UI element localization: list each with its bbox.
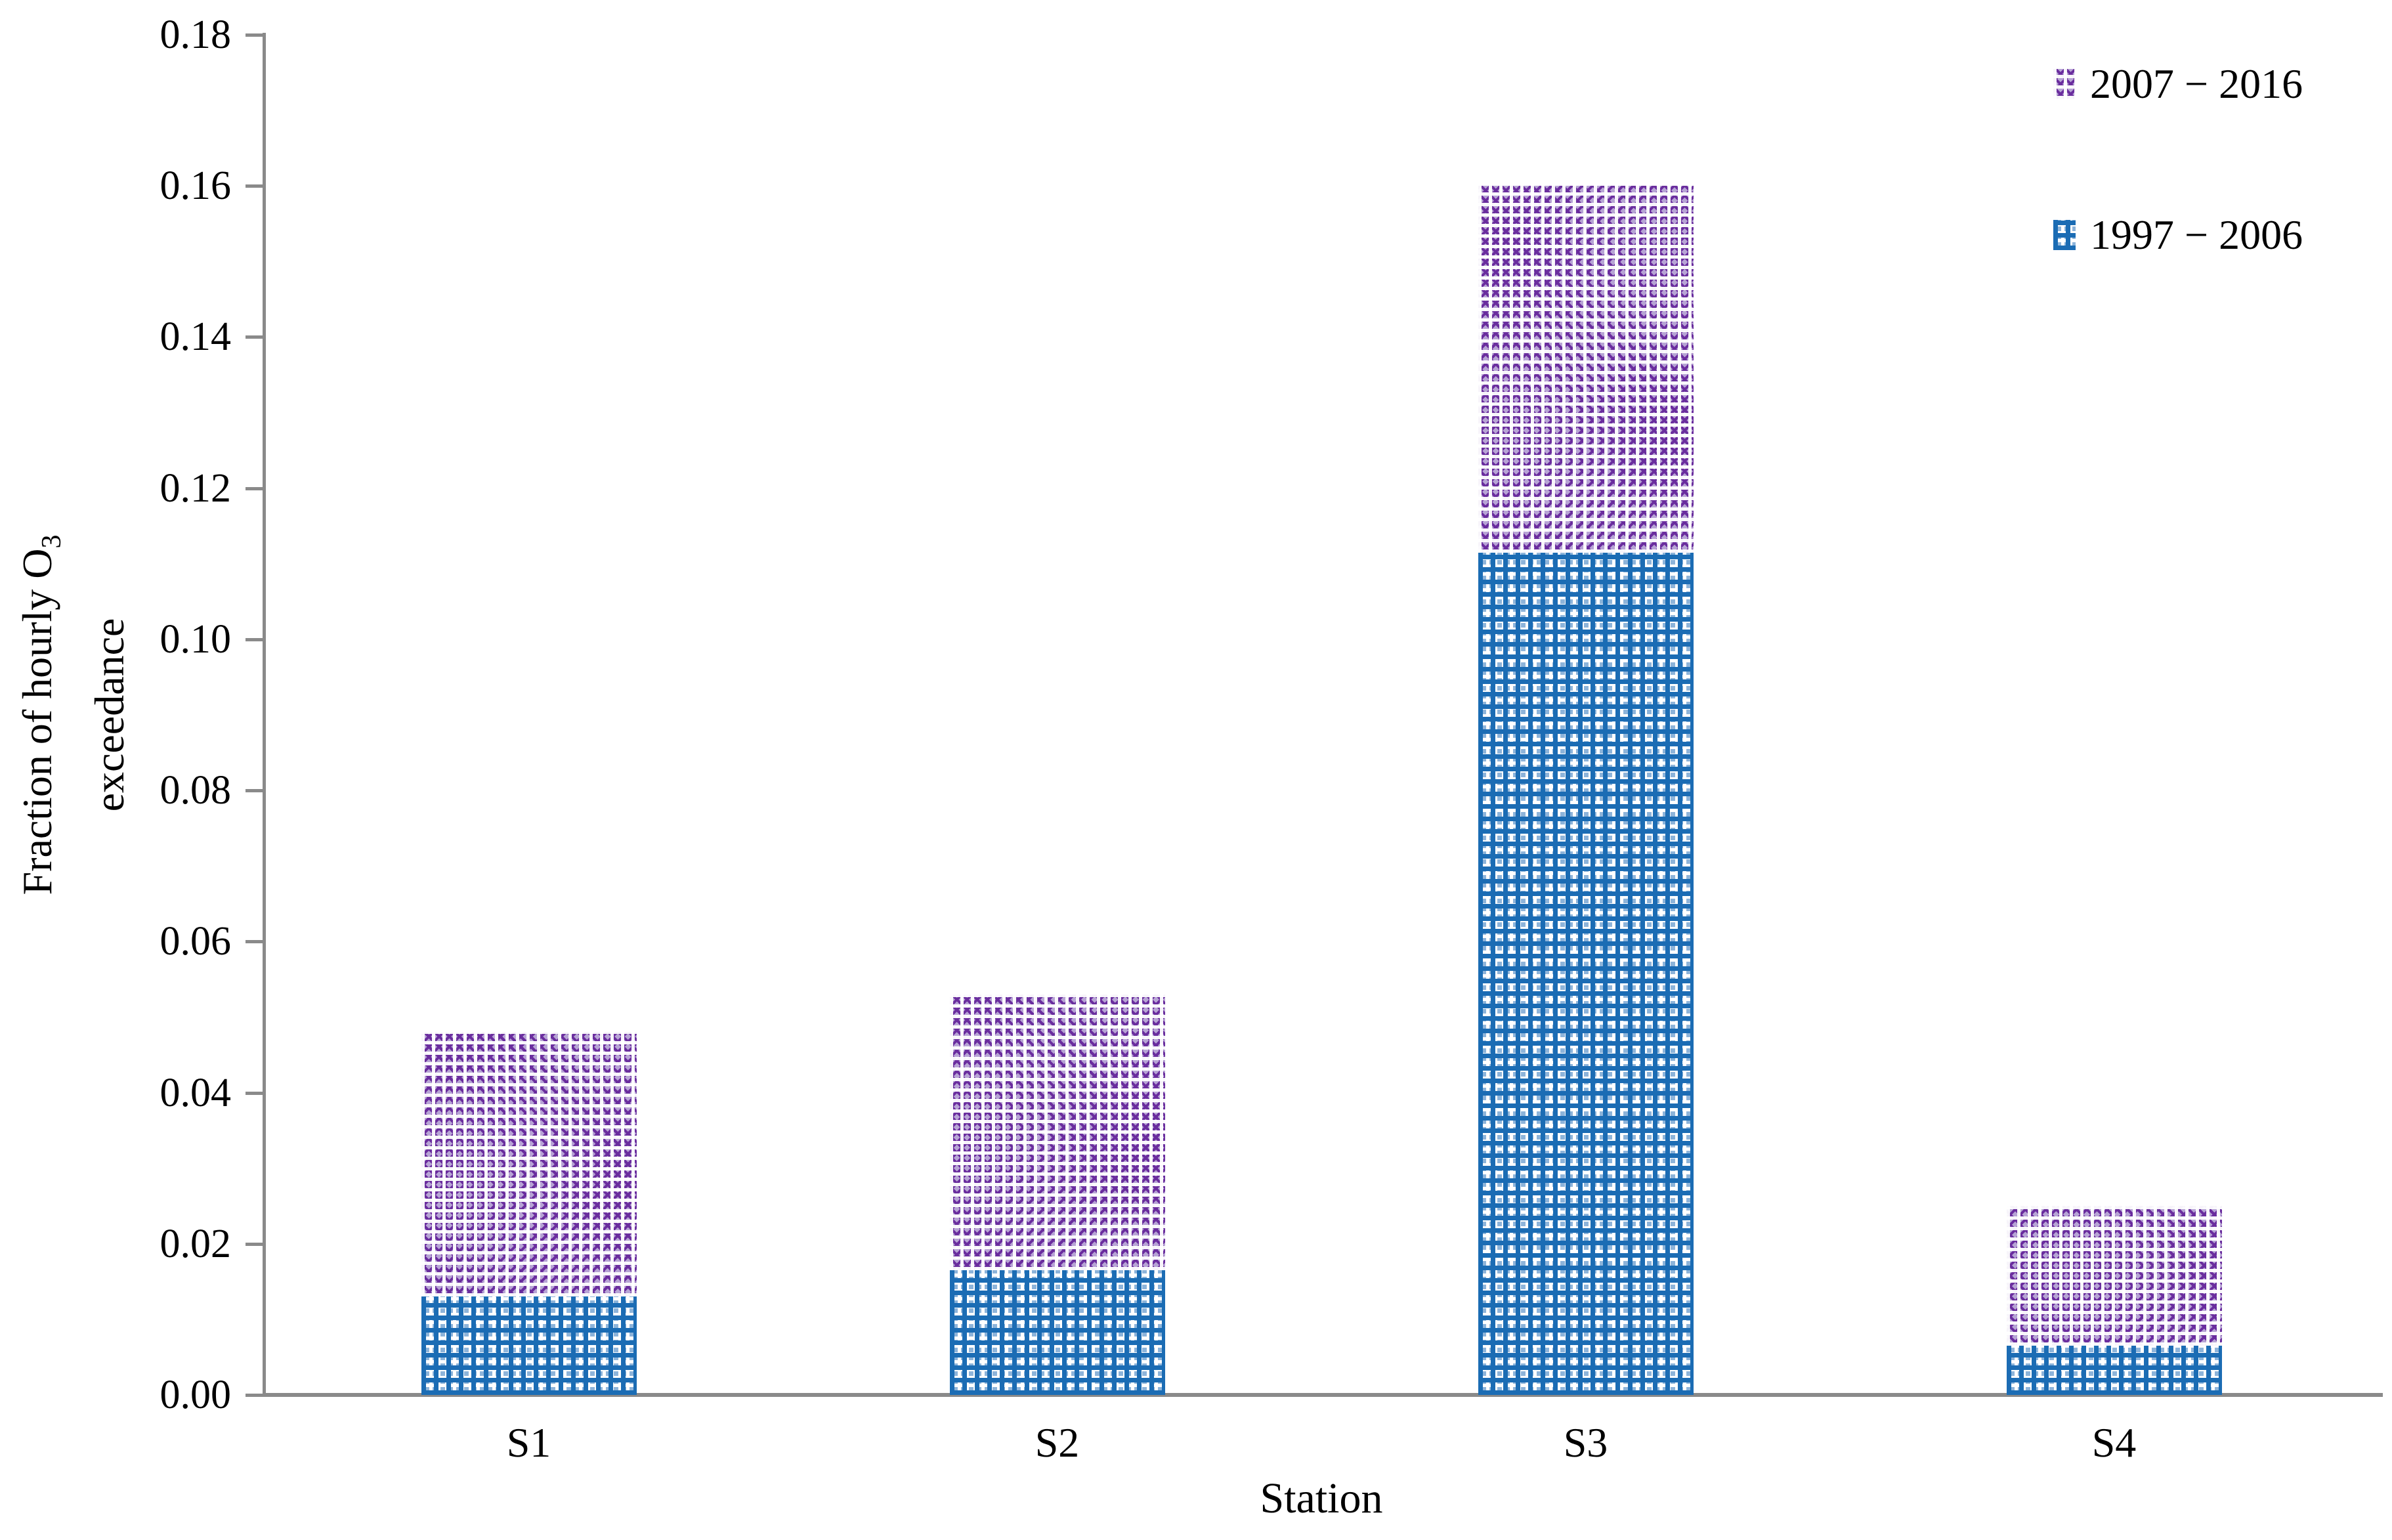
bar-segment-s4-purple-trellis (2006, 1206, 2222, 1346)
y-axis-title-subscript: 3 (36, 534, 67, 549)
bar-segment-s2-blue-weave (949, 1270, 1165, 1395)
y-tick-mark (246, 637, 263, 641)
legend-swatch-1997-2006 (2053, 220, 2076, 250)
y-tick-label: 0.14 (160, 314, 232, 360)
legend-item-2007-2016: 2007 − 2016 (2053, 60, 2303, 108)
y-tick-label: 0.16 (160, 163, 232, 209)
y-tick-mark (246, 1394, 263, 1397)
bar-segment-s2-purple-trellis (949, 994, 1165, 1271)
x-axis-line (263, 1393, 2383, 1397)
y-tick-mark (246, 940, 263, 944)
y-tick-label: 0.04 (160, 1070, 232, 1115)
legend-label-1997-2006: 1997 − 2006 (2090, 211, 2303, 258)
y-axis-title-line2: exceedance (85, 618, 133, 812)
y-axis-line (263, 33, 266, 1397)
y-tick-label: 0.10 (160, 616, 232, 662)
y-tick-label: 0.00 (160, 1373, 232, 1417)
bar-segment-s1-purple-trellis (421, 1032, 637, 1297)
legend: 2007 − 2016 1997 − 2006 (2053, 60, 2303, 259)
legend-label-2007-2016: 2007 − 2016 (2090, 60, 2303, 107)
y-axis-title: Fraction of hourly O3 exceedance (9, 140, 133, 1289)
y-tick-label: 0.18 (160, 12, 232, 57)
y-tick-mark (246, 1242, 263, 1246)
y-tick-label: 0.08 (160, 768, 232, 813)
y-tick-mark (246, 486, 263, 490)
legend-item-1997-2006: 1997 − 2006 (2053, 211, 2303, 259)
x-category-label-s3: S3 (1563, 1419, 1608, 1466)
y-tick-mark (246, 789, 263, 793)
x-category-label-s1: S1 (506, 1419, 551, 1466)
bar-segment-s3-purple-trellis (1478, 186, 1694, 553)
y-axis-title-line1: Fraction of hourly O (14, 548, 60, 895)
y-tick-mark (246, 335, 263, 339)
y-tick-label: 0.12 (160, 465, 232, 511)
y-tick-mark (246, 184, 263, 188)
bar-segment-s4-blue-weave (2006, 1346, 2222, 1395)
x-category-label-s4: S4 (2091, 1419, 2137, 1466)
y-tick-label: 0.06 (160, 919, 232, 964)
y-tick-mark (246, 33, 263, 37)
bar-segment-s3-blue-weave (1478, 552, 1694, 1395)
y-tick-mark (246, 1091, 263, 1095)
y-tick-label: 0.02 (160, 1221, 232, 1266)
x-axis-title: Station (1260, 1474, 1383, 1522)
x-category-label-s2: S2 (1035, 1419, 1080, 1466)
bar-segment-s1-blue-weave (421, 1296, 637, 1395)
legend-swatch-2007-2016 (2053, 69, 2076, 99)
